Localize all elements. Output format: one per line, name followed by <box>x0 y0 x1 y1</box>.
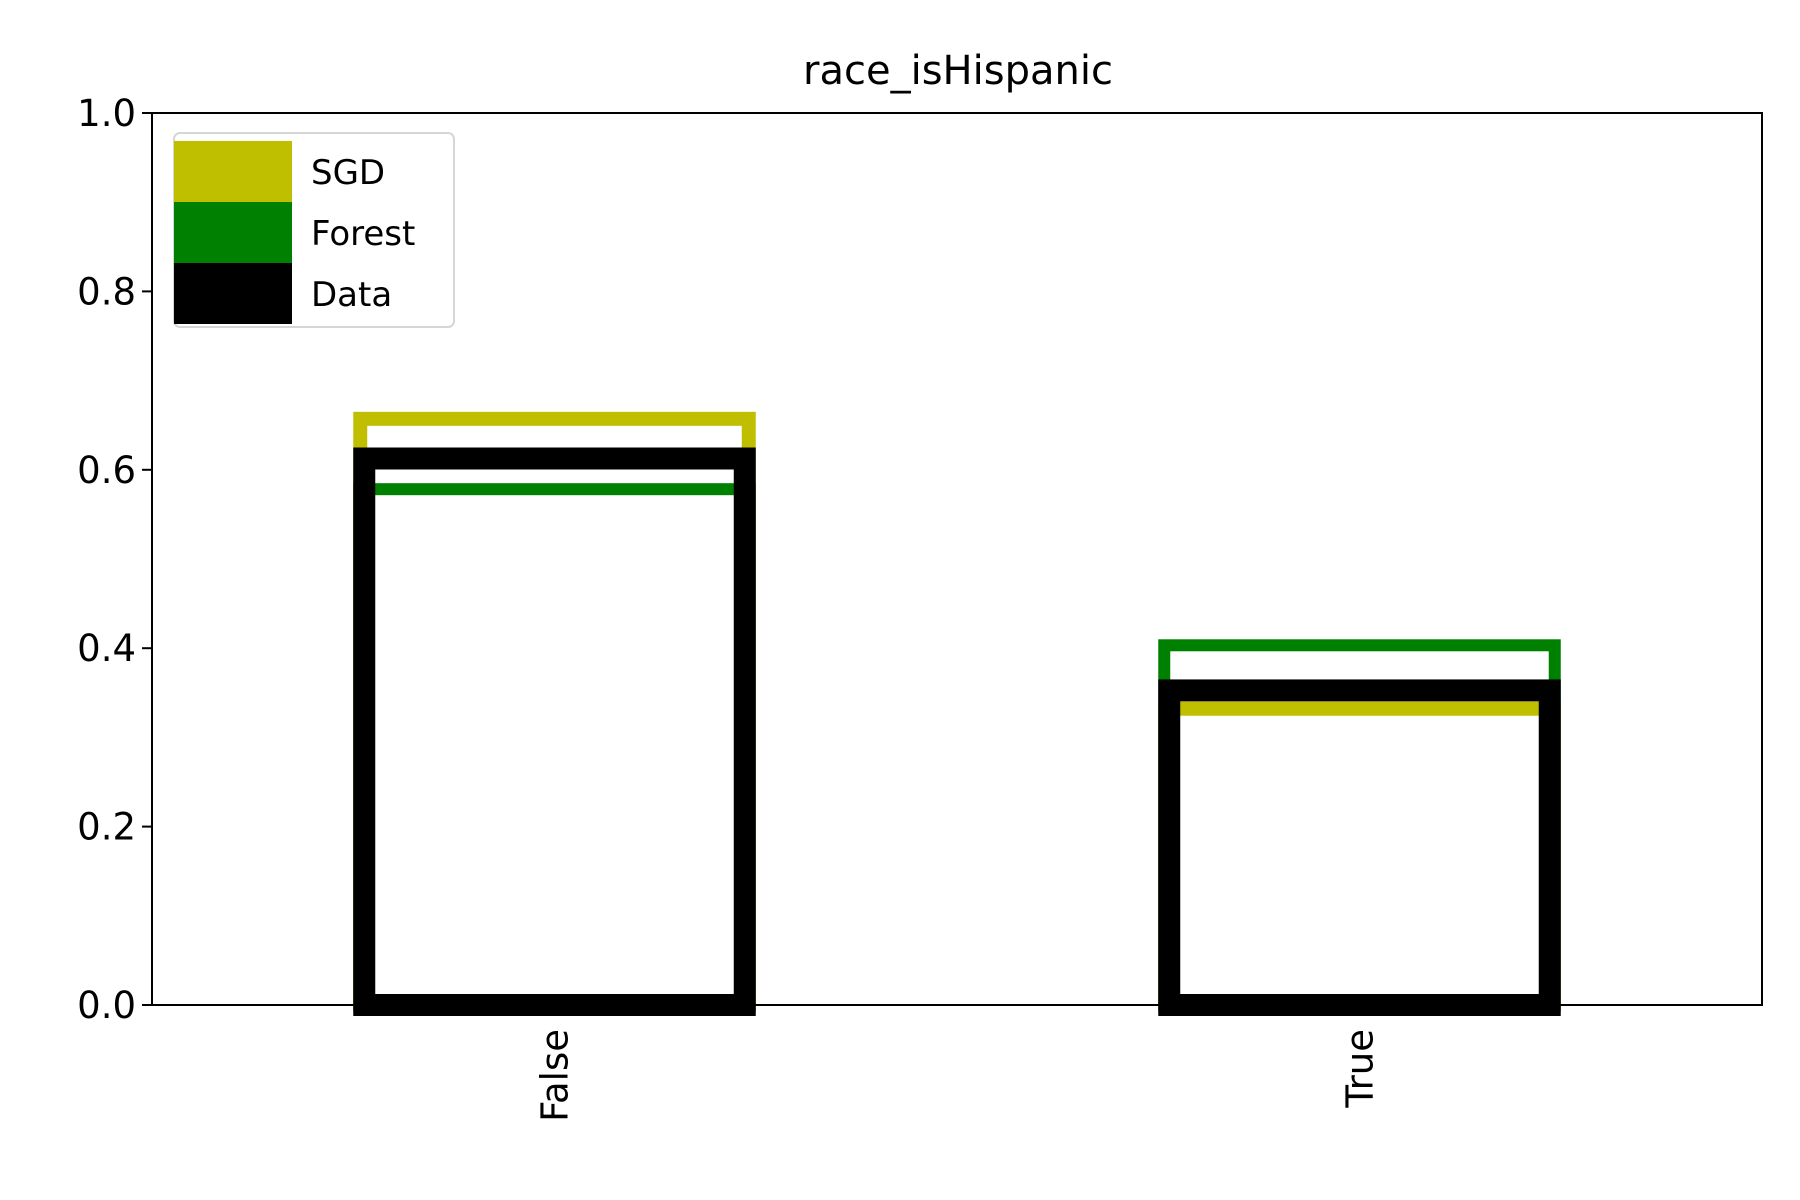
plot-frame <box>151 112 1763 1006</box>
legend-label-forest: Forest <box>311 214 415 254</box>
legend-swatch-forest <box>174 202 292 263</box>
x-tick-label: False <box>534 1029 577 1122</box>
y-tick-label: 1.0 <box>77 92 136 135</box>
legend-label-data: Data <box>311 275 392 315</box>
y-tick-label: 0.6 <box>77 449 136 492</box>
x-axis: False True <box>534 1005 1382 1122</box>
legend-swatch-data <box>174 263 292 324</box>
y-tick-label: 0.8 <box>77 270 136 313</box>
legend: SGD Forest Data <box>173 132 455 328</box>
y-tick-label: 0.0 <box>77 984 136 1027</box>
chart-title: race_isHispanic <box>803 48 1113 94</box>
legend-swatch-sgd <box>174 141 292 202</box>
y-tick-label: 0.2 <box>77 806 136 849</box>
y-axis: 0.0 0.2 0.4 0.6 0.8 1.0 <box>77 92 152 1027</box>
legend-label-sgd: SGD <box>311 153 385 193</box>
x-tick-label: True <box>1339 1029 1382 1109</box>
y-tick-label: 0.4 <box>77 627 136 670</box>
